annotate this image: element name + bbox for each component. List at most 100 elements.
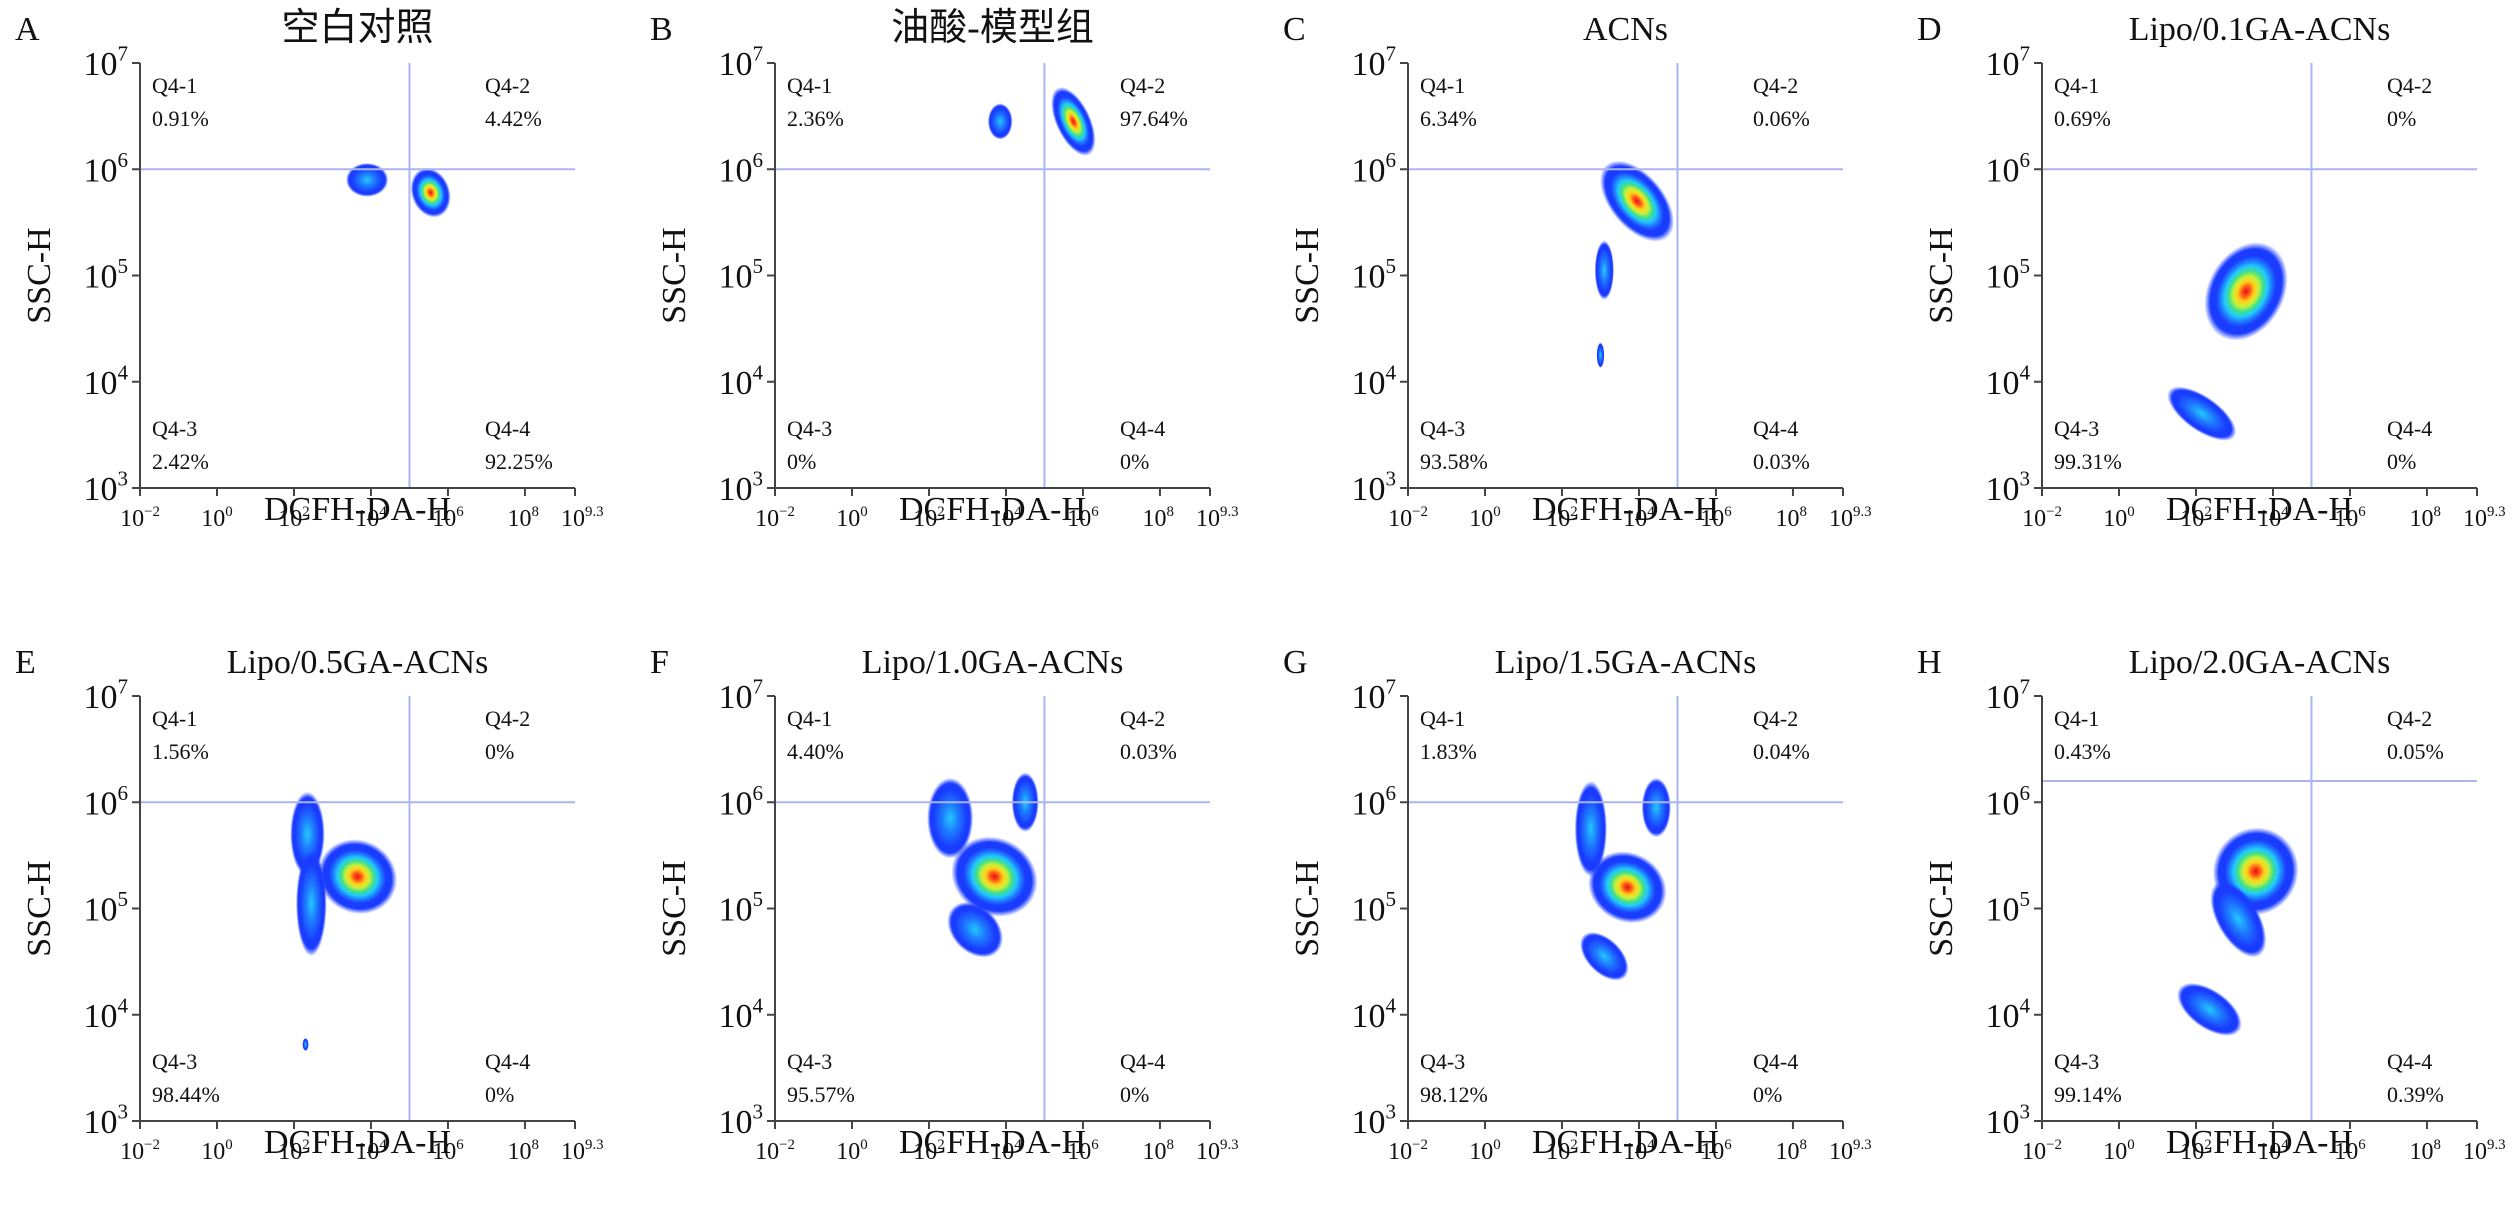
y-tick-label: 106 xyxy=(1351,781,1396,822)
x-tick-label: 109.3 xyxy=(2463,504,2506,532)
x-tick-label-base: 10 xyxy=(1143,1139,1167,1165)
cell-population xyxy=(2204,242,2288,341)
x-tick-label-exp: 8 xyxy=(532,504,539,520)
x-tick-label: 109.3 xyxy=(1829,1137,1872,1165)
x-tick-label: 100 xyxy=(201,1137,232,1165)
y-tick-label: 107 xyxy=(718,42,763,83)
y-tick-label-exp: 6 xyxy=(752,781,763,805)
x-tick-label-base: 10 xyxy=(1623,1139,1647,1165)
y-tick-label-base: 10 xyxy=(83,679,117,716)
x-tick-label: 104 xyxy=(2257,1137,2289,1165)
x-tick-label-exp: 0 xyxy=(1493,504,1500,520)
y-tick-label-exp: 4 xyxy=(752,360,763,384)
y-tick-label: 106 xyxy=(718,781,763,822)
quadrant-name: Q4-4 xyxy=(1120,1049,1165,1074)
y-tick-label-exp: 6 xyxy=(2019,148,2030,172)
density-cloud xyxy=(2177,827,2299,1036)
x-tick-label: 108 xyxy=(1143,1137,1174,1165)
y-tick-label-base: 10 xyxy=(718,471,752,508)
x-tick-label: 10−2 xyxy=(1388,1137,1428,1165)
y-tick-label: 104 xyxy=(1351,360,1396,401)
quadrant-name: Q4-4 xyxy=(485,416,530,441)
panel-title: Lipo/0.1GA-ACNs xyxy=(2129,11,2391,48)
x-tick-label: 108 xyxy=(1143,504,1174,532)
x-tick-label-base: 10 xyxy=(355,1139,379,1165)
cell-population xyxy=(1600,160,1675,242)
y-tick-label: 107 xyxy=(1985,42,2030,83)
x-tick-label: 108 xyxy=(508,1137,539,1165)
y-tick-label-exp: 4 xyxy=(752,993,763,1017)
x-tick-label-exp: 6 xyxy=(1724,1137,1731,1153)
density-cloud xyxy=(290,791,398,1051)
x-tick-label-base: 10 xyxy=(278,1139,302,1165)
y-tick-label: 104 xyxy=(718,360,763,401)
cell-population xyxy=(302,1038,309,1051)
quadrant-percent: 0% xyxy=(1120,449,1149,474)
quadrant-name: Q4-2 xyxy=(485,706,530,731)
y-tick-label-exp: 5 xyxy=(752,887,763,911)
x-tick-label-base: 10 xyxy=(355,506,379,532)
x-tick-label-exp: 0 xyxy=(2127,504,2134,520)
quadrant-name: Q4-4 xyxy=(1120,416,1165,441)
x-tick-label-base: 10 xyxy=(120,1139,144,1165)
y-tick-label-exp: 6 xyxy=(2019,781,2030,805)
y-tick-label-exp: 4 xyxy=(2019,360,2030,384)
x-axis-label: DCFH-DA-H xyxy=(264,1124,451,1161)
quadrant-percent: 4.40% xyxy=(787,739,844,764)
quadrant-q4-1: Q4-1 4.40% xyxy=(787,706,844,764)
quadrant-q4-2: Q4-2 0% xyxy=(485,706,530,764)
x-tick-label-exp: 6 xyxy=(2358,504,2365,520)
y-tick-label-exp: 4 xyxy=(1385,360,1396,384)
y-tick-label: 105 xyxy=(83,887,128,928)
x-tick-label: 106 xyxy=(432,504,463,532)
y-tick-label: 104 xyxy=(83,993,128,1034)
y-tick-label-base: 10 xyxy=(1351,46,1385,83)
y-tick-label-exp: 3 xyxy=(117,1100,128,1124)
x-tick-label: 102 xyxy=(913,504,944,532)
x-tick-label: 106 xyxy=(1067,1137,1098,1165)
quadrant-percent: 0% xyxy=(1120,1082,1149,1107)
y-tick-label-exp: 5 xyxy=(752,254,763,278)
quadrant-name: Q4-1 xyxy=(2054,706,2099,731)
x-tick-label-base: 10 xyxy=(1469,1139,1493,1165)
x-tick-label: 106 xyxy=(2334,504,2365,532)
y-tick-label: 105 xyxy=(718,887,763,928)
panel-letter: B xyxy=(650,11,673,48)
y-tick-label-base: 10 xyxy=(1985,365,2019,402)
x-tick-label-exp: −2 xyxy=(2046,1137,2062,1153)
density-cloud xyxy=(1594,160,1675,368)
y-axis-label: SSC-H xyxy=(1289,227,1326,323)
y-tick-label: 103 xyxy=(1351,1100,1396,1141)
x-tick-label: 108 xyxy=(2410,504,2441,532)
x-tick-label-base: 10 xyxy=(1700,1139,1724,1165)
cell-population xyxy=(1579,931,1629,981)
x-tick-label-exp: 2 xyxy=(937,504,944,520)
y-tick-label-base: 10 xyxy=(718,1104,752,1141)
quadrant-name: Q4-1 xyxy=(152,706,197,731)
y-axis-label: SSC-H xyxy=(21,860,58,956)
x-tick-label: 109.3 xyxy=(561,504,604,532)
x-tick-label: 106 xyxy=(432,1137,463,1165)
y-tick-label-base: 10 xyxy=(1985,152,2019,189)
x-tick-label: 109.3 xyxy=(1196,1137,1239,1165)
y-tick-label-base: 10 xyxy=(83,1104,117,1141)
y-tick-label-exp: 5 xyxy=(117,254,128,278)
y-tick-label: 107 xyxy=(1351,42,1396,83)
x-tick-label: 102 xyxy=(278,504,309,532)
quadrant-q4-2: Q4-2 0% xyxy=(2387,73,2432,131)
x-tick-label-exp: 2 xyxy=(2204,504,2211,520)
quadrant-percent: 98.44% xyxy=(152,1082,220,1107)
y-tick-label: 104 xyxy=(1985,360,2030,401)
x-tick-label-base: 10 xyxy=(278,506,302,532)
x-tick-label-exp: −2 xyxy=(779,504,795,520)
y-tick-label-exp: 3 xyxy=(117,467,128,491)
x-tick-label-base: 10 xyxy=(201,506,225,532)
panel-title: Lipo/1.5GA-ACNs xyxy=(1495,644,1757,681)
x-tick-label: 102 xyxy=(1546,1137,1577,1165)
y-tick-label-exp: 3 xyxy=(2019,1100,2030,1124)
y-tick-label-exp: 6 xyxy=(117,781,128,805)
y-tick-label: 105 xyxy=(1985,254,2030,295)
